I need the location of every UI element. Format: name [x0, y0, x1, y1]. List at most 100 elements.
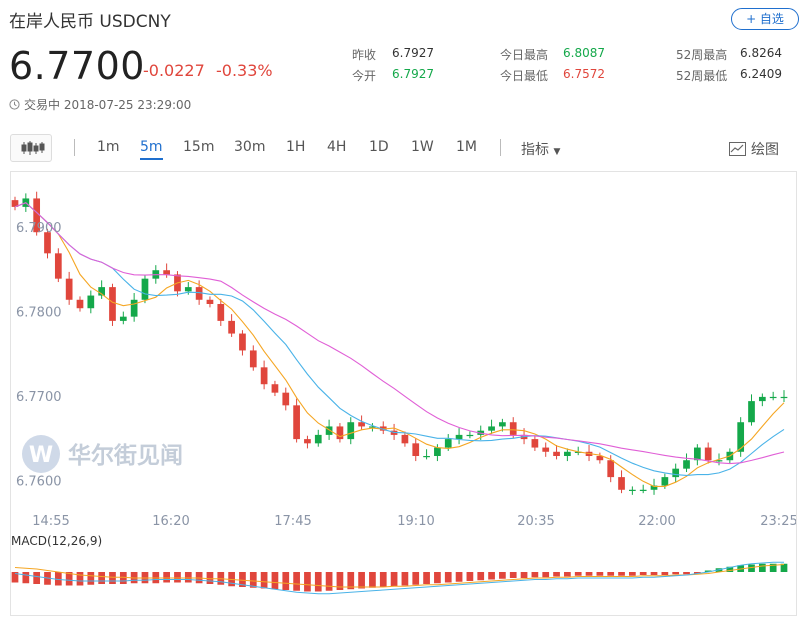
macd-bar — [629, 572, 636, 576]
candle-body — [693, 447, 701, 461]
candle — [455, 428, 463, 445]
macd-bar — [358, 572, 365, 589]
macd-dea-line — [14, 564, 785, 588]
candle — [758, 393, 766, 407]
macd-bar — [455, 572, 463, 582]
macd-bar — [564, 572, 571, 577]
macd-bar — [618, 572, 625, 576]
period-1w[interactable]: 1W — [411, 139, 434, 155]
chart-type-button[interactable] — [10, 134, 52, 162]
ma10-line — [14, 202, 785, 476]
candle — [434, 444, 441, 462]
period-15m[interactable]: 15m — [183, 139, 215, 155]
candle — [336, 423, 344, 443]
x-tick-label: 16:20 — [152, 514, 189, 529]
macd-bar — [119, 572, 127, 584]
candle-body — [65, 278, 73, 300]
macd-bar — [683, 572, 690, 575]
candle — [412, 438, 420, 462]
macd-bar — [542, 572, 550, 578]
macd-bar — [282, 572, 290, 590]
candle — [11, 196, 19, 211]
candle-body — [444, 439, 452, 448]
candle — [249, 345, 257, 371]
candle-body — [184, 287, 192, 292]
macd-bar — [336, 572, 344, 590]
candle-body — [54, 253, 62, 279]
moving-averages — [14, 202, 785, 487]
macd-bar — [54, 572, 62, 586]
candle-body — [650, 485, 658, 490]
candle-body — [661, 477, 669, 486]
candle-body — [531, 439, 539, 448]
candle — [639, 484, 647, 494]
candle — [314, 429, 322, 447]
y-tick-label: 6.7600 — [16, 474, 62, 489]
macd-bar — [369, 572, 376, 588]
candle — [282, 387, 290, 411]
candle — [347, 417, 355, 445]
indicator-dropdown[interactable]: 指标 ▼ — [521, 139, 560, 159]
candle-body — [780, 396, 788, 399]
period-4h[interactable]: 4H — [327, 139, 347, 155]
macd-bar — [488, 572, 495, 580]
draw-button[interactable]: 绘图 — [729, 139, 779, 159]
period-1mo[interactable]: 1M — [456, 139, 477, 155]
macd-bar — [693, 572, 701, 574]
candle-body — [683, 460, 690, 469]
x-tick-label: 23:25 — [760, 514, 796, 529]
candle — [239, 330, 246, 356]
candle — [369, 423, 376, 432]
candle-body — [488, 426, 495, 431]
candle — [748, 394, 755, 426]
chart-panel[interactable]: W 华尔街见闻 6.7900 6.7800 6.7700 6.7600 14:55 16… — [10, 171, 798, 616]
macd-bar — [325, 572, 333, 591]
candle-body — [293, 405, 300, 440]
candle-body — [769, 396, 777, 399]
candle — [65, 271, 73, 305]
toolbar-divider — [500, 139, 501, 156]
candle — [672, 463, 680, 483]
period-1m[interactable]: 1m — [97, 139, 120, 155]
candle — [130, 293, 138, 322]
candle — [737, 417, 745, 457]
macd-bar — [22, 572, 30, 584]
period-1h[interactable]: 1H — [286, 139, 306, 155]
candle-body — [596, 456, 604, 461]
macd-bar — [672, 572, 680, 575]
period-5m[interactable]: 5m — [140, 139, 163, 160]
macd-bar — [401, 572, 409, 586]
stat-label: 52周最高 — [676, 48, 728, 62]
price-chart[interactable]: W 华尔街见闻 6.7900 6.7800 6.7700 6.7600 14:55 16… — [11, 172, 798, 615]
period-1d[interactable]: 1D — [369, 139, 389, 155]
stat-value: 6.7572 — [563, 67, 605, 81]
candle-body — [369, 426, 376, 428]
candle-body — [639, 489, 647, 491]
macd-bar — [553, 572, 560, 577]
candle-body — [130, 299, 138, 317]
add-to-watchlist-button[interactable]: + 自选 — [731, 8, 799, 30]
macd-bar — [499, 572, 506, 579]
last-price: 6.7700 — [9, 44, 145, 88]
stat-label: 今日最低 — [500, 69, 549, 83]
macd-bar — [531, 572, 539, 578]
x-axis-labels: 14:55 16:20 17:45 19:10 20:35 22:00 23:25 — [32, 514, 797, 529]
macd-bar — [758, 563, 766, 572]
stat-value: 6.2409 — [740, 67, 782, 81]
macd-bar — [748, 564, 755, 572]
candle-body — [629, 489, 636, 491]
macd-bar — [304, 572, 311, 592]
candle-body — [228, 320, 235, 334]
candle — [87, 290, 95, 314]
candle-body — [455, 434, 463, 440]
candle — [379, 421, 387, 435]
candle-body — [564, 451, 571, 456]
macd-bar — [585, 572, 593, 576]
y-tick-label: 6.7800 — [16, 305, 62, 320]
period-30m[interactable]: 30m — [234, 139, 266, 155]
chart-draw-icon — [729, 142, 746, 156]
macd-bar — [704, 570, 712, 572]
candle-body — [715, 460, 723, 462]
candle — [54, 248, 62, 283]
candle — [228, 314, 235, 337]
